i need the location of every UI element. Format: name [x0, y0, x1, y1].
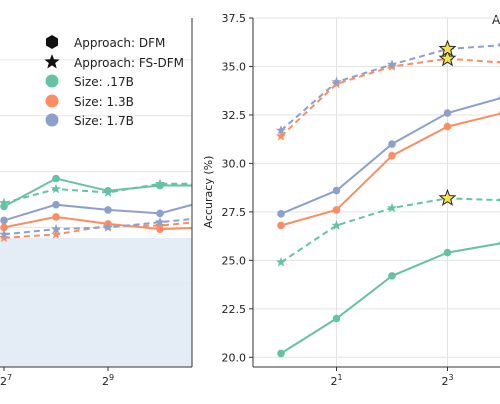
highlighted-data-point	[438, 39, 457, 57]
data-point	[332, 206, 341, 214]
data-point	[50, 223, 62, 234]
data-point	[386, 202, 398, 213]
circle-icon	[45, 113, 59, 127]
right-series-markers	[275, 39, 500, 358]
hexagon-icon	[46, 35, 58, 49]
data-point	[0, 229, 10, 239]
data-point	[443, 122, 452, 131]
data-point	[331, 76, 342, 87]
data-point	[275, 125, 287, 135]
legend-label: Size: 1.7B	[74, 114, 134, 128]
data-point	[102, 187, 114, 197]
data-point	[104, 206, 112, 214]
data-point	[277, 221, 285, 230]
right-series-lines	[280, 44, 500, 355]
data-point	[0, 232, 10, 243]
data-point	[154, 220, 166, 230]
y-tick-label: 35.0	[222, 60, 247, 73]
right-y-ticks: 20.0 22.5 25.0 27.5 30.0 32.5 35.0 37.5	[222, 12, 253, 364]
y-tick-label: 27.5	[222, 206, 247, 219]
legend-label: Approach: DFM	[74, 36, 165, 50]
x-tick-label: 21	[330, 373, 342, 388]
highlighted-data-point	[438, 49, 457, 67]
data-point	[277, 349, 285, 358]
legend-label: Approach: FS-DFM	[74, 56, 184, 70]
y-tick-label: 20.0	[222, 351, 247, 364]
data-point	[388, 140, 396, 148]
series-line-fs-dfm-107b	[280, 44, 500, 132]
circle-icon	[45, 94, 59, 108]
x-tick-label: 23	[441, 373, 453, 388]
y-tick-label: 32.5	[222, 109, 247, 122]
chart-title: A	[492, 13, 500, 27]
data-point	[50, 183, 62, 194]
data-point	[154, 178, 166, 189]
left-panel: 27 29 Approach: DFM Approach: FS-DFM Size…	[0, 18, 193, 388]
left-x-ticks: 27 29	[0, 367, 114, 388]
data-point	[331, 220, 342, 230]
y-tick-label: 37.5	[222, 12, 247, 25]
data-point	[388, 272, 396, 280]
data-point	[275, 257, 287, 267]
data-point	[388, 151, 396, 160]
x-tick-label: 29	[102, 373, 114, 388]
legend-entry-fs-dfm: Approach: FS-DFM	[44, 54, 184, 70]
left-shaded-region	[0, 238, 192, 367]
legend-entry-size-017b: Size: .17B	[45, 74, 134, 89]
data-point	[0, 197, 10, 208]
data-point	[332, 314, 341, 323]
y-tick-label: 22.5	[222, 303, 247, 316]
y-tick-label: 30.0	[222, 157, 247, 170]
legend-entry-dfm: Approach: DFM	[46, 35, 165, 50]
y-tick-label: 25.0	[222, 254, 247, 267]
data-point	[275, 130, 287, 141]
x-tick-label: 27	[0, 373, 12, 388]
data-point	[52, 200, 60, 209]
data-point	[50, 229, 62, 239]
data-point	[0, 223, 8, 232]
highlighted-data-point	[438, 188, 457, 206]
right-gridlines	[253, 17, 500, 367]
data-point	[52, 213, 60, 221]
data-point	[332, 186, 341, 195]
legend-entry-size-17b: Size: 1.7B	[45, 113, 134, 128]
right-x-ticks: 21 23	[330, 367, 454, 388]
data-point	[386, 59, 398, 69]
left-series-markers	[0, 174, 166, 243]
legend-label: Size: .17B	[74, 75, 134, 89]
legend-entry-size-13b: Size: 1.3B	[45, 94, 134, 109]
star-icon	[44, 54, 60, 69]
data-point	[277, 210, 285, 218]
right-panel: A 20.022.525.027.530.032.535.037.5 21 23 …	[202, 12, 500, 388]
data-point	[0, 216, 8, 225]
data-point	[443, 109, 452, 117]
data-point	[154, 216, 166, 227]
data-point	[52, 174, 60, 183]
y-axis-label: Accuracy (%)	[202, 156, 215, 229]
series-line-fs-dfm-103b	[280, 57, 500, 138]
data-point	[102, 222, 114, 232]
data-point	[443, 248, 452, 257]
data-point	[156, 209, 164, 218]
legend-label: Size: 1.3B	[74, 95, 134, 109]
circle-icon	[45, 74, 59, 88]
series-line-dfm-017b	[280, 242, 500, 355]
legend: Approach: DFM Approach: FS-DFM Size: .17…	[44, 35, 184, 128]
